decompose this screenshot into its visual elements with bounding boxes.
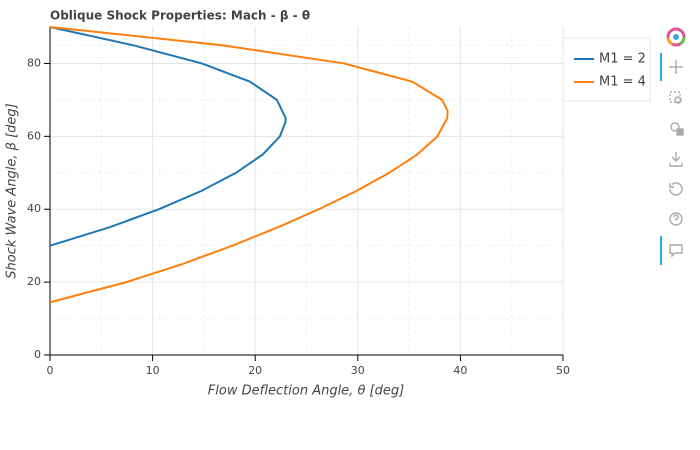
y-tick-label: 0	[34, 348, 41, 361]
x-axis-label: Flow Deflection Angle, θ [deg]	[208, 384, 404, 399]
chart-title: Oblique Shock Properties: Mach - β - θ	[50, 9, 310, 23]
wheel-zoom-tool[interactable]	[670, 122, 684, 136]
legend-label: M1 = 2	[599, 52, 646, 67]
legend-box	[562, 37, 651, 102]
hover-tool[interactable]	[669, 244, 683, 258]
y-tick-label: 60	[27, 129, 41, 142]
x-tick-label: 30	[351, 364, 365, 377]
legend-label: M1 = 4	[599, 75, 646, 90]
x-tick-label: 50	[556, 364, 570, 377]
x-tick-label: 20	[248, 364, 262, 377]
reset-tool[interactable]	[669, 182, 683, 196]
toolbar	[660, 27, 686, 265]
save-tool[interactable]	[669, 152, 683, 167]
y-tick-label: 80	[27, 56, 41, 69]
line-series	[49, 26, 449, 304]
x-tick-label: 0	[47, 364, 54, 377]
box-zoom-tool[interactable]	[669, 91, 682, 104]
x-tick-label: 10	[146, 364, 160, 377]
legend: M1 = 2 M1 = 4	[562, 37, 651, 102]
line-series	[49, 26, 287, 247]
pan-tool[interactable]	[669, 60, 683, 74]
bokeh-logo[interactable]	[666, 27, 686, 47]
y-axis-label: Shock Wave Angle, β [deg]	[5, 103, 20, 279]
y-tick-label: 40	[27, 202, 41, 215]
x-tick-label: 40	[453, 364, 467, 377]
y-tick-label: 20	[27, 275, 41, 288]
help-tool[interactable]	[669, 212, 683, 226]
